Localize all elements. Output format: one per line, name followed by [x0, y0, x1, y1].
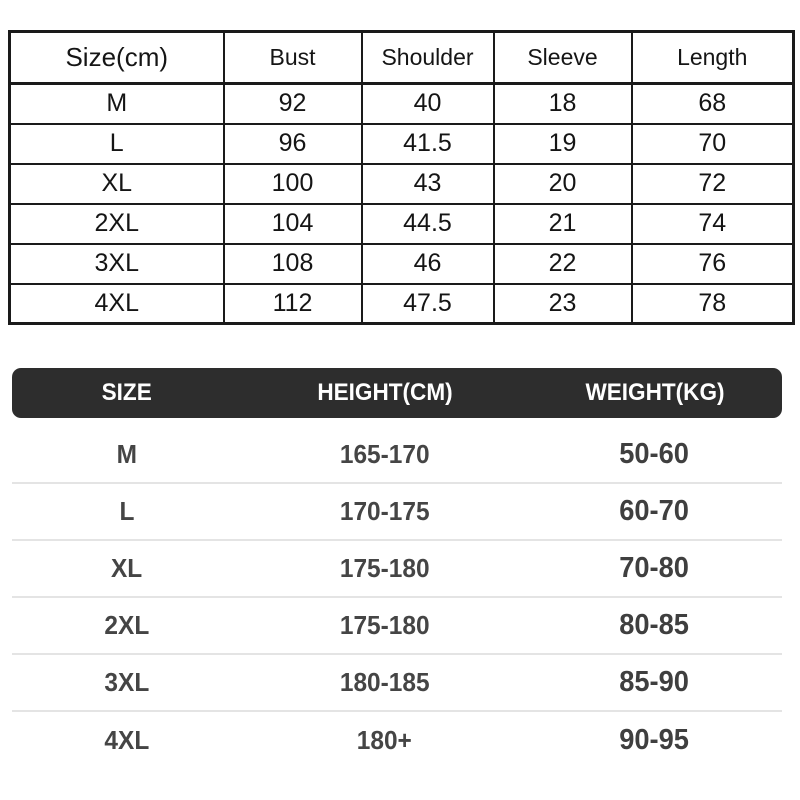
- cell-bust: 96: [222, 122, 363, 165]
- cell-size: 2XL: [8, 202, 225, 245]
- cell-bust: 104: [222, 202, 363, 245]
- cell-shoulder: 41.5: [360, 122, 495, 165]
- cell-shoulder: 43: [360, 162, 495, 205]
- measurement-table: Size(cm) Bust Shoulder Sleeve Length M 9…: [8, 30, 795, 325]
- cell-sleeve: 20: [492, 162, 633, 205]
- cell-weight: 90-95: [619, 724, 690, 756]
- cell-weight: 50-60: [619, 438, 690, 470]
- cell-bust: 108: [222, 242, 363, 285]
- cell-height: 175-180: [339, 553, 430, 583]
- cell-height: 175-180: [339, 610, 430, 640]
- cell-length: 76: [630, 242, 795, 285]
- table-row: XL 100 43 20 72: [8, 162, 795, 205]
- cell-sleeve: 19: [492, 122, 633, 165]
- cell-height: 165-170: [339, 439, 430, 469]
- cell-length: 70: [630, 122, 795, 165]
- cell-size: M: [8, 82, 225, 125]
- table-row: 2XL 104 44.5 21 74: [8, 202, 795, 245]
- cell-bust: 112: [222, 282, 363, 325]
- cell-shoulder: 40: [360, 82, 495, 125]
- cell-size: 3XL: [8, 242, 225, 285]
- cell-weight: 60-70: [619, 495, 690, 527]
- table-row: 3XL 108 46 22 76: [8, 242, 795, 285]
- cell-sleeve: 22: [492, 242, 633, 285]
- cell-size: M: [116, 439, 138, 469]
- measurement-table-body: M 92 40 18 68 L 96 41.5 19 70 XL 100 43 …: [8, 82, 795, 325]
- cell-weight: 80-85: [619, 609, 690, 641]
- cell-length: 74: [630, 202, 795, 245]
- col-header-length: Length: [630, 30, 795, 85]
- recommendation-header-bar: SIZE HEIGHT(CM) WEIGHT(KG): [12, 368, 782, 418]
- cell-bust: 92: [222, 82, 363, 125]
- cell-bust: 100: [222, 162, 363, 205]
- table-row: M 165-170 50-60: [12, 427, 782, 484]
- cell-size: XL: [8, 162, 225, 205]
- cell-sleeve: 18: [492, 82, 633, 125]
- header-row: Size(cm) Bust Shoulder Sleeve Length: [8, 30, 795, 85]
- cell-size: L: [8, 122, 225, 165]
- col-header-size: Size(cm): [8, 30, 225, 85]
- table-row: XL 175-180 70-80: [12, 541, 782, 598]
- cell-sleeve: 23: [492, 282, 633, 325]
- cell-height: 180-185: [339, 667, 430, 697]
- table-row: 3XL 180-185 85-90: [12, 655, 782, 712]
- cell-length: 78: [630, 282, 795, 325]
- cell-weight: 70-80: [619, 552, 690, 584]
- cell-weight: 85-90: [619, 666, 690, 698]
- cell-size: 3XL: [104, 667, 150, 697]
- cell-shoulder: 46: [360, 242, 495, 285]
- table-row: M 92 40 18 68: [8, 82, 795, 125]
- measurement-table-header: Size(cm) Bust Shoulder Sleeve Length: [8, 30, 795, 85]
- col-header-height: HEIGHT(CM): [316, 379, 453, 406]
- col-header-sleeve: Sleeve: [492, 30, 633, 85]
- cell-sleeve: 21: [492, 202, 633, 245]
- table-row: 4XL 112 47.5 23 78: [8, 282, 795, 325]
- table-row: L 170-175 60-70: [12, 484, 782, 541]
- cell-shoulder: 47.5: [360, 282, 495, 325]
- col-header-weight: WEIGHT(KG): [584, 379, 725, 406]
- col-header-bust: Bust: [222, 30, 363, 85]
- cell-shoulder: 44.5: [360, 202, 495, 245]
- cell-height: 180+: [356, 725, 413, 755]
- cell-size: 4XL: [104, 725, 150, 755]
- col-header-shoulder: Shoulder: [360, 30, 495, 85]
- cell-size: 2XL: [104, 610, 150, 640]
- table-row: 2XL 175-180 80-85: [12, 598, 782, 655]
- cell-length: 72: [630, 162, 795, 205]
- recommendation-table: M 165-170 50-60 L 170-175 60-70 XL 175-1…: [12, 427, 782, 769]
- cell-size: 4XL: [8, 282, 225, 325]
- cell-height: 170-175: [339, 496, 430, 526]
- table-row: L 96 41.5 19 70: [8, 122, 795, 165]
- cell-length: 68: [630, 82, 795, 125]
- col-header-size: SIZE: [101, 379, 153, 406]
- cell-size: XL: [111, 553, 143, 583]
- table-row: 4XL 180+ 90-95: [12, 712, 782, 769]
- cell-size: L: [119, 496, 135, 526]
